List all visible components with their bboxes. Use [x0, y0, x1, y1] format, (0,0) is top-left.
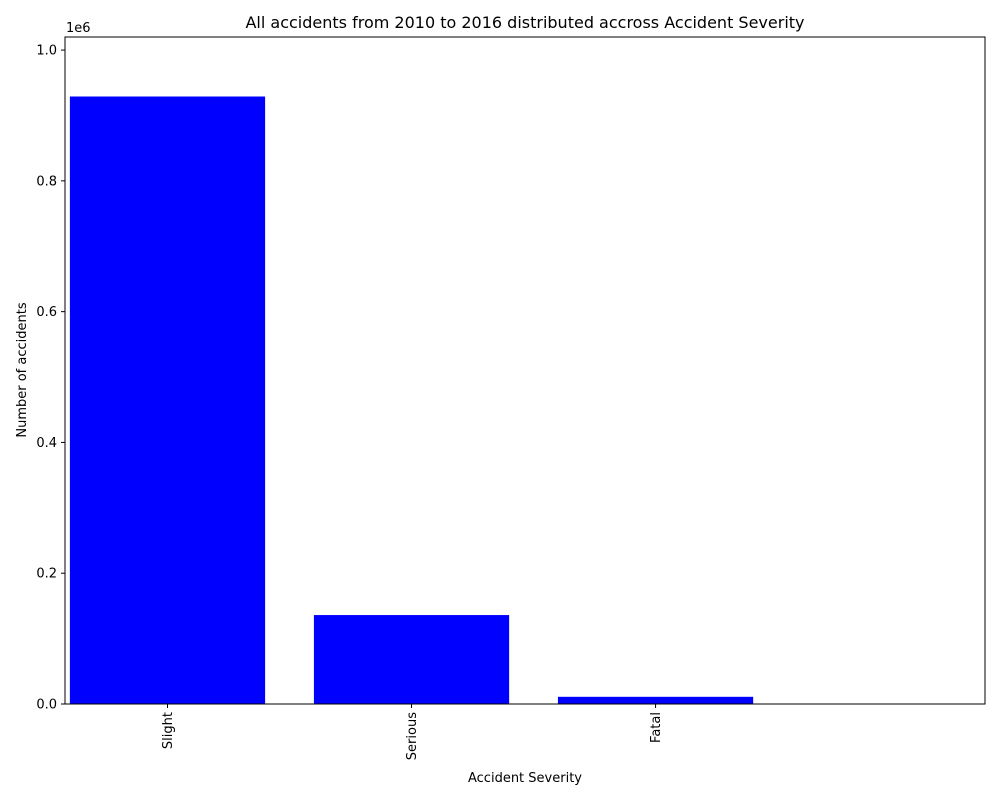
bar-slight: [69, 96, 266, 705]
y-tick-label: 0.8: [36, 174, 57, 189]
chart-title: All accidents from 2010 to 2016 distribu…: [245, 13, 804, 32]
y-tick-label: 0.0: [36, 698, 57, 713]
x-axis-ticks: Slight Serious Fatal: [161, 704, 664, 760]
bars-group: [69, 96, 754, 705]
x-tick-label-serious: Serious: [405, 712, 420, 760]
bar-fatal: [557, 696, 754, 704]
y-offset-label: 1e6: [66, 21, 91, 36]
x-tick-label-slight: Slight: [161, 712, 176, 749]
y-tick-label: 0.4: [36, 436, 57, 451]
y-tick-label: 0.2: [36, 567, 57, 582]
y-axis-ticks: 0.0 0.2 0.4 0.6 0.8 1.0: [36, 44, 65, 713]
x-axis-label: Accident Severity: [468, 771, 582, 786]
bar-serious: [313, 615, 510, 704]
y-tick-label: 1.0: [36, 44, 57, 59]
y-axis-label: Number of accidents: [15, 302, 30, 437]
plot-frame: [64, 36, 986, 705]
y-tick-label: 0.6: [36, 305, 57, 320]
x-tick-label-fatal: Fatal: [649, 712, 664, 743]
